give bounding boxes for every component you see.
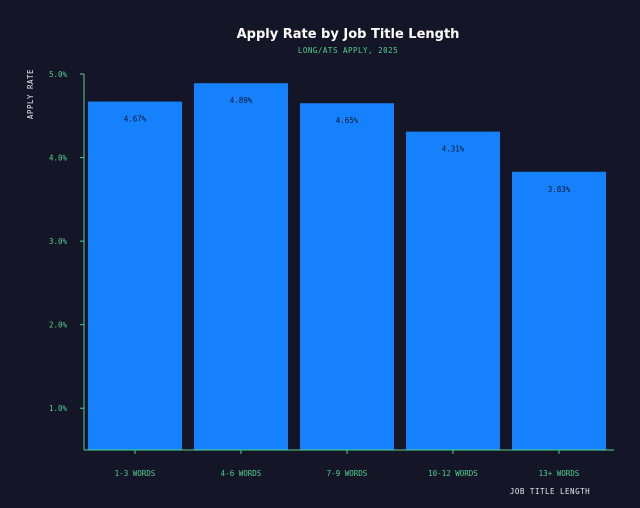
bar — [194, 83, 288, 451]
x-tick-label: 7-9 WORDS — [327, 469, 368, 478]
data-label: 4.67% — [124, 115, 147, 124]
y-tick-label: 4.0% — [49, 154, 68, 163]
x-tick-label: 4-6 WORDS — [221, 469, 262, 478]
chart-subtitle: LONG/ATS APPLY, 2025 — [298, 46, 398, 55]
chart-title: Apply Rate by Job Title Length — [237, 27, 460, 42]
y-axis-ticks: 1.0% 2.0% 3.0% 4.0% 5.0% — [49, 70, 84, 413]
data-label: 3.83% — [548, 185, 571, 194]
bar — [300, 103, 394, 450]
bar — [88, 101, 182, 450]
x-tick-label: 13+ WORDS — [539, 469, 580, 478]
data-label: 4.89% — [230, 96, 253, 105]
x-tick-label: 10-12 WORDS — [428, 469, 478, 478]
x-tick-label: 1-3 WORDS — [115, 469, 156, 478]
data-label: 4.65% — [336, 116, 359, 125]
y-tick-label: 5.0% — [49, 70, 68, 79]
data-label: 4.31% — [442, 145, 465, 154]
y-tick-label: 3.0% — [49, 237, 68, 246]
bars: 4.67% 4.89% 4.65% 4.31% 3.83% — [88, 83, 606, 451]
bar — [512, 171, 606, 450]
x-axis-title: JOB TITLE LENGTH — [510, 487, 590, 496]
y-axis-title: APPLY RATE — [26, 69, 35, 119]
y-tick-label: 1.0% — [49, 404, 68, 413]
x-axis-ticks: 1-3 WORDS 4-6 WORDS 7-9 WORDS 10-12 WORDS 13… — [115, 450, 580, 478]
y-tick-label: 2.0% — [49, 321, 68, 330]
bar — [406, 131, 500, 451]
